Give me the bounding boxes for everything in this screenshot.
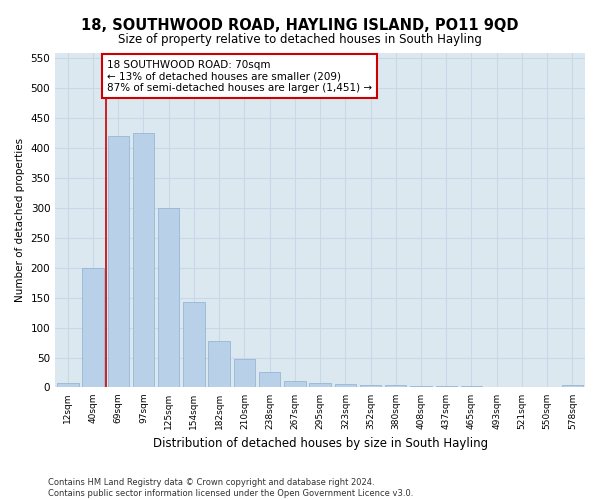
Bar <box>410 386 432 388</box>
Bar <box>259 372 280 388</box>
Text: Contains HM Land Registry data © Crown copyright and database right 2024.
Contai: Contains HM Land Registry data © Crown c… <box>48 478 413 498</box>
Bar <box>335 384 356 388</box>
Bar <box>310 382 331 388</box>
Bar <box>82 268 104 388</box>
Bar <box>284 381 305 388</box>
Bar <box>385 385 406 388</box>
Bar <box>158 208 179 388</box>
Bar <box>511 387 533 388</box>
Bar <box>208 342 230 388</box>
Bar <box>233 360 255 388</box>
Text: 18 SOUTHWOOD ROAD: 70sqm
← 13% of detached houses are smaller (209)
87% of semi-: 18 SOUTHWOOD ROAD: 70sqm ← 13% of detach… <box>107 60 372 93</box>
Bar <box>436 386 457 388</box>
Y-axis label: Number of detached properties: Number of detached properties <box>15 138 25 302</box>
Text: Size of property relative to detached houses in South Hayling: Size of property relative to detached ho… <box>118 32 482 46</box>
Bar <box>461 386 482 388</box>
Bar <box>360 385 381 388</box>
X-axis label: Distribution of detached houses by size in South Hayling: Distribution of detached houses by size … <box>152 437 488 450</box>
Bar <box>133 133 154 388</box>
Bar <box>183 302 205 388</box>
Bar <box>57 382 79 388</box>
Bar <box>562 385 583 388</box>
Text: 18, SOUTHWOOD ROAD, HAYLING ISLAND, PO11 9QD: 18, SOUTHWOOD ROAD, HAYLING ISLAND, PO11… <box>81 18 519 32</box>
Bar <box>486 387 508 388</box>
Bar <box>107 136 129 388</box>
